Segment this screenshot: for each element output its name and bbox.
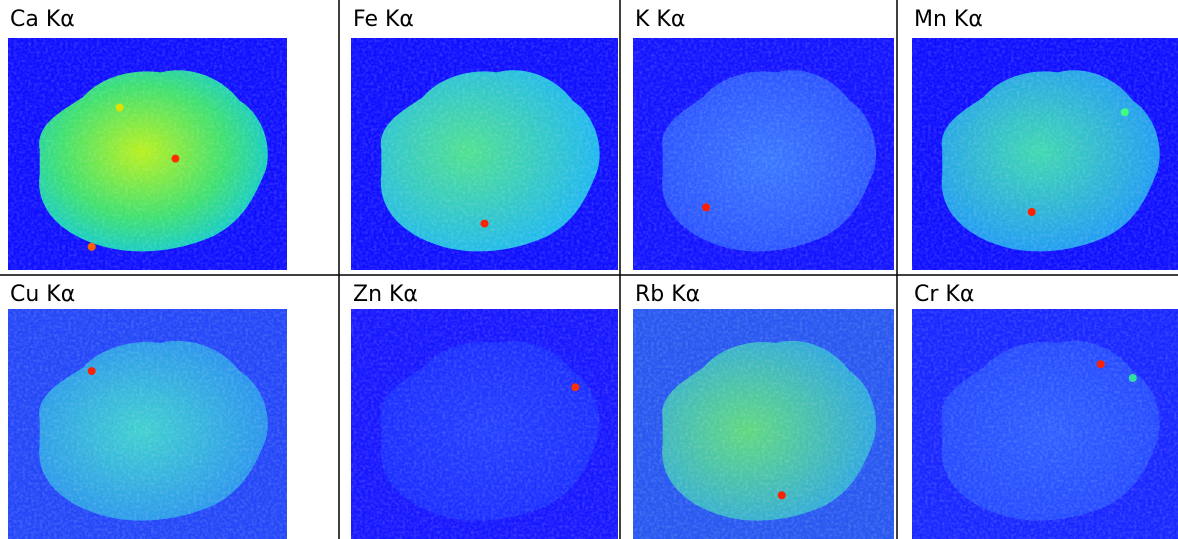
element-map [912, 309, 1178, 539]
element-map [633, 309, 894, 539]
panel-label: Zn Kα [353, 282, 418, 307]
panel-label: Cu Kα [10, 282, 75, 307]
element-map [8, 309, 287, 539]
panel-grid: Ca Kα Fe Kα K Kα Mn Kα Cu Kα Zn Kα Rb Kα Cr Kα [8, 7, 1178, 539]
hot-spot [1027, 208, 1036, 216]
panel-label: Fe Kα [353, 7, 414, 32]
map-noise [351, 309, 618, 539]
map-noise [912, 309, 1178, 539]
map-noise [912, 38, 1178, 270]
map-noise [8, 309, 287, 539]
hot-spot [87, 242, 96, 251]
element-map [8, 38, 287, 270]
panel-label: Rb Kα [635, 282, 700, 307]
hot-spot [115, 103, 124, 112]
hot-spot [571, 383, 580, 392]
element-map [351, 309, 618, 539]
panel-label: K Kα [635, 7, 685, 32]
map-noise [633, 309, 894, 539]
element-map [351, 38, 618, 270]
hot-spot [171, 154, 180, 163]
map-noise [351, 38, 618, 270]
panel-label: Ca Kα [10, 7, 75, 32]
hot-spot [777, 491, 786, 500]
hot-spot [480, 219, 489, 228]
hot-spot [1128, 374, 1137, 382]
hot-spot [87, 367, 96, 376]
panel-label: Cr Kα [914, 282, 974, 307]
hot-spot [1096, 360, 1105, 369]
hot-spot [702, 203, 711, 212]
element-map [912, 38, 1178, 270]
panel-label: Mn Kα [914, 7, 983, 32]
map-noise [8, 38, 287, 270]
map-noise [633, 38, 894, 270]
hot-spot [1120, 108, 1129, 117]
element-map [633, 38, 894, 270]
